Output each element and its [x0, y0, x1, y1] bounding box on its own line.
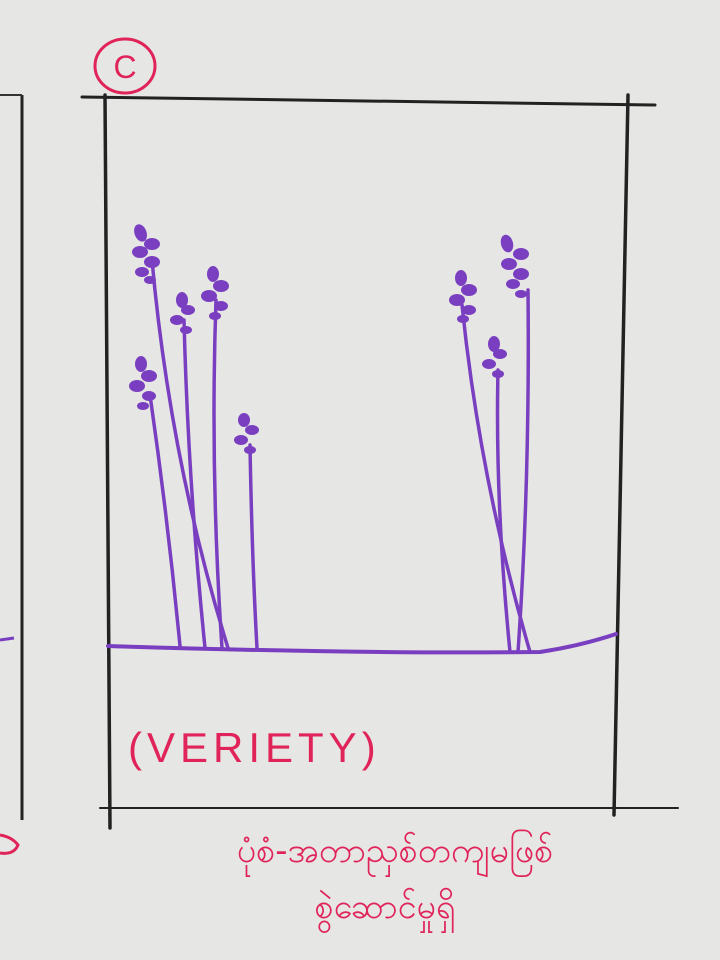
- plant-stem: [150, 258, 230, 650]
- panel-label: C: [93, 37, 157, 95]
- plant-stem: [460, 303, 532, 654]
- plant-stem: [182, 318, 207, 650]
- panel-frame: [80, 93, 679, 830]
- footer-text-line-1: ပုံစံ-အတာညှစ်တကျမဖြစ်: [237, 831, 554, 877]
- plant-stem: [148, 393, 182, 648]
- flower-head: [132, 224, 160, 284]
- plant-group-left: [148, 258, 259, 650]
- plant-stem: [495, 368, 512, 654]
- plant-flowers-right: [449, 234, 529, 378]
- flower-head: [482, 336, 507, 378]
- flower-head: [201, 266, 229, 320]
- plant-flowers-left: [129, 224, 259, 454]
- flower-head: [500, 234, 529, 298]
- flower-head: [170, 292, 195, 334]
- panel-caption: (VERIETY): [128, 724, 381, 771]
- footer-text-line-2: စွဲဆောင်မှုရှိ: [315, 887, 456, 933]
- plant-group-right: [460, 288, 532, 654]
- panel-label-letter: C: [113, 49, 136, 85]
- neighbor-panel-left: [0, 94, 24, 855]
- ground-line: [106, 632, 618, 655]
- plant-stem: [248, 443, 259, 650]
- plant-stem: [212, 298, 224, 650]
- flower-head: [449, 270, 477, 323]
- flower-head: [234, 413, 259, 454]
- plant-stem: [516, 288, 531, 654]
- flower-head: [129, 356, 157, 410]
